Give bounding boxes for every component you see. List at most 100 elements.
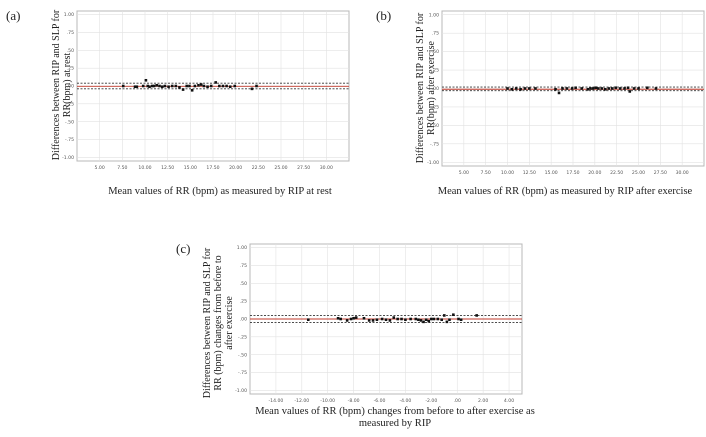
data-point (654, 87, 658, 90)
data-point (448, 318, 451, 322)
y-tick-label: .50 (67, 48, 74, 54)
data-point (591, 87, 595, 90)
data-point (528, 87, 531, 90)
x-tick-label: 5.00 (95, 165, 105, 171)
data-point (152, 84, 156, 88)
x-tick-label: 7.50 (481, 170, 491, 176)
x-tick-label: 15.00 (545, 170, 558, 176)
y-tick-label: -.25 (65, 101, 74, 107)
x-tick-label: 7.50 (117, 165, 127, 171)
y-tick-label: -1.00 (235, 388, 247, 394)
x-tick-label: 22.50 (252, 165, 265, 171)
data-point (214, 81, 218, 84)
data-point (209, 84, 213, 88)
data-point (218, 84, 221, 88)
y-tick-label: .25 (67, 66, 74, 72)
data-point (158, 84, 161, 88)
data-point (597, 87, 600, 90)
data-point (594, 86, 598, 90)
data-point (133, 85, 137, 89)
y-tick-label: -.50 (65, 119, 74, 125)
y-tick-label: .75 (67, 30, 74, 36)
x-tick-label: -6.00 (374, 398, 386, 404)
data-point (150, 84, 154, 88)
panel-c-label: (c) (176, 241, 191, 256)
data-point (146, 84, 150, 88)
data-point (427, 319, 431, 323)
data-point (396, 317, 399, 321)
y-tick-label: -.50 (238, 352, 247, 358)
data-point (362, 316, 366, 320)
data-point (561, 87, 564, 90)
data-point (611, 87, 614, 90)
y-tick-label: 1.00 (237, 245, 247, 251)
x-tick-label: 25.00 (632, 170, 645, 176)
data-point (135, 85, 139, 89)
y-tick-label: -1.00 (62, 155, 74, 161)
x-tick-label: 15.00 (184, 165, 197, 171)
x-tick-label: 17.50 (206, 165, 219, 171)
data-point (409, 317, 412, 321)
data-point (452, 313, 455, 317)
data-point (430, 317, 433, 321)
data-point (367, 319, 371, 322)
data-point (419, 319, 423, 322)
panel-c-x-axis-label: Mean values of RR (bpm) changes from bef… (255, 406, 535, 429)
data-point (554, 87, 557, 91)
data-point (141, 84, 145, 88)
data-point (352, 316, 355, 320)
x-tick-label: .00 (454, 398, 461, 404)
y-tick-label: -.75 (238, 370, 247, 376)
data-point (436, 317, 440, 321)
data-point (345, 319, 349, 322)
data-point (121, 84, 125, 88)
x-tick-label: -14.00 (268, 398, 283, 404)
data-point (155, 83, 159, 87)
y-tick-label: .00 (67, 84, 74, 90)
data-point (457, 317, 460, 321)
x-tick-label: -4.00 (399, 398, 411, 404)
data-point (197, 83, 200, 87)
x-tick-label: 12.50 (161, 165, 174, 171)
x-tick-label: 30.00 (320, 165, 333, 171)
y-tick-label: -.75 (65, 137, 74, 143)
data-point (392, 316, 396, 319)
data-point (174, 84, 178, 88)
data-point (193, 84, 197, 88)
y-tick-label: -.50 (430, 123, 439, 129)
x-tick-label: 2.00 (478, 398, 488, 404)
y-tick-label: 1.00 (64, 12, 74, 18)
data-point (306, 318, 310, 322)
panel-b-x-axis-label: Mean values of RR (bpm) as measured by R… (437, 186, 693, 197)
data-point (628, 90, 632, 93)
data-point (400, 317, 403, 321)
panel-a-x-axis-label: Mean values of RR (bpm) as measured by R… (108, 186, 332, 197)
x-tick-label: 30.00 (676, 170, 689, 176)
data-point (506, 87, 509, 90)
data-point (178, 86, 181, 89)
data-point (514, 87, 518, 90)
y-tick-label: .75 (432, 31, 439, 37)
x-tick-label: 22.50 (610, 170, 623, 176)
y-tick-label: -.25 (430, 105, 439, 111)
panel-b-chart: 5.00 7.50 10.00 12.50 15.00 17.50 20.00 22.50 25… (427, 10, 705, 176)
data-point (384, 318, 388, 322)
data-point (354, 316, 358, 319)
y-tick-label: .00 (432, 86, 439, 92)
data-point (519, 87, 522, 91)
data-point (170, 84, 174, 88)
data-point (349, 317, 353, 321)
y-tick-label: -.25 (238, 334, 247, 340)
data-point (148, 85, 151, 89)
data-point (586, 87, 590, 91)
data-point (604, 87, 607, 91)
data-point (600, 87, 604, 90)
x-tick-label: 5.00 (459, 170, 469, 176)
data-point (534, 87, 537, 90)
data-point (432, 317, 436, 321)
x-tick-label: -12.00 (294, 398, 309, 404)
y-tick-label: .75 (240, 263, 247, 269)
data-point (250, 87, 254, 91)
data-point (221, 84, 225, 88)
data-point (185, 84, 189, 88)
